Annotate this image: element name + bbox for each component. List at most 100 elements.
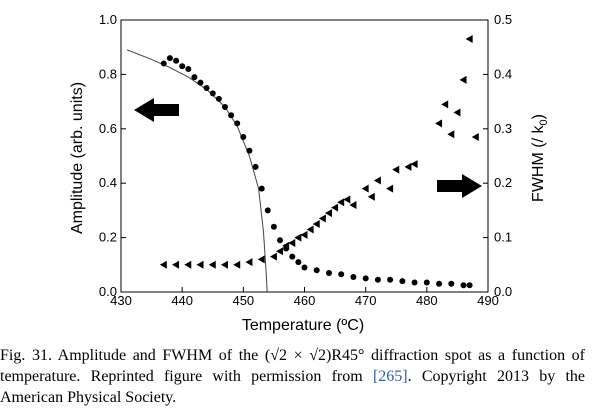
fwhm-point — [435, 119, 443, 128]
figure: 430 440 450 460 470 480 4900.00.20.40.60.81.00… — [69, 12, 550, 334]
amplitude-point — [399, 278, 406, 285]
amplitude-point — [173, 57, 180, 64]
fwhm-point — [386, 184, 394, 193]
fwhm-point — [220, 260, 228, 269]
figure-caption: Fig. 31. Amplitude and FWHM of the (√2 ×… — [0, 345, 585, 408]
fwhm-point — [471, 132, 479, 141]
fit-line — [126, 49, 268, 293]
y-left-tick-label: 0.8 — [99, 66, 117, 81]
amplitude-point — [160, 60, 167, 67]
amplitude-point — [228, 112, 235, 119]
amplitude-point — [326, 270, 332, 276]
y-right-tick-label: 0.5 — [494, 12, 512, 27]
amplitude-point — [215, 95, 222, 102]
fwhm-point — [465, 35, 473, 44]
y-axis-left-label: Amplitude (arb. units) — [69, 82, 86, 234]
y-left-tick-label: 0.2 — [99, 230, 117, 245]
fwhm-point — [318, 214, 326, 223]
amplitude-point — [258, 185, 265, 192]
fwhm-point — [300, 230, 308, 239]
fwhm-point — [269, 252, 277, 261]
fwhm-point — [172, 260, 180, 269]
fwhm-point — [276, 247, 284, 256]
amplitude-point — [240, 134, 247, 140]
amplitude-point — [277, 237, 283, 244]
amplitude-point — [252, 163, 259, 170]
fwhm-point — [337, 198, 345, 207]
amplitude-point — [387, 276, 394, 283]
x-tick-label: 430 — [110, 293, 132, 308]
amplitude-point — [246, 147, 253, 154]
fwhm-point — [453, 108, 461, 117]
fit-curve — [126, 49, 268, 293]
x-tick-label: 480 — [416, 293, 438, 308]
fwhm-point — [196, 260, 204, 269]
y-right-tick-label: 0.0 — [494, 284, 512, 299]
fwhm-point — [184, 260, 192, 269]
amplitude-point — [362, 275, 369, 282]
fwhm-point — [288, 239, 296, 248]
caption-text-end: . Copyright 2013 by the American Physica… — [0, 368, 586, 406]
amplitude-point — [179, 63, 186, 70]
amplitude-point — [423, 279, 430, 286]
amplitude-point — [191, 74, 198, 81]
amplitude-point — [209, 90, 216, 97]
amplitude-point — [197, 79, 204, 86]
fwhm-point — [331, 203, 339, 212]
fwhm-point — [373, 176, 381, 185]
fwhm-point — [282, 241, 290, 250]
amplitude-point — [295, 259, 302, 266]
fwhm-point — [245, 258, 253, 267]
amplitude-series — [160, 55, 473, 289]
fwhm-point — [159, 260, 167, 269]
y-left-tick-label: 0.6 — [99, 121, 117, 136]
amplitude-point — [289, 253, 296, 260]
fwhm-point — [312, 220, 320, 228]
x-tick-label: 490 — [477, 293, 499, 308]
amplitude-point — [338, 271, 345, 278]
amplitude-point — [264, 207, 271, 214]
caption-text: Fig. 31. Amplitude and FWHM of the (√2 ×… — [0, 347, 585, 385]
x-tick-label: 440 — [171, 293, 193, 308]
amplitude-point — [313, 267, 320, 274]
fwhm-point — [392, 165, 400, 174]
y-right-tick-label: 0.1 — [494, 230, 512, 245]
amplitude-point — [185, 66, 192, 72]
x-axis-label: Temperature (ºC) — [242, 317, 364, 334]
amplitude-point — [436, 280, 443, 287]
y-right-tick-label: 0.4 — [494, 66, 512, 81]
amplitude-point — [203, 85, 210, 91]
fwhm-point — [343, 195, 351, 204]
amplitude-point — [466, 282, 473, 289]
amplitude-point — [270, 223, 277, 230]
y-left-tick-label: 1.0 — [99, 12, 117, 27]
amplitude-point — [411, 279, 418, 286]
x-tick-label: 460 — [294, 293, 316, 308]
y-axis-right-label: FWHM (/ k0) — [530, 114, 550, 202]
caption-reference-link[interactable]: [265] — [372, 368, 408, 385]
amplitude-point — [448, 280, 455, 287]
fwhm-point — [349, 200, 357, 209]
amplitude-point — [222, 104, 228, 110]
axis-ticks: 430 440 450 460 470 480 4900.00.20.40.60.81.00… — [99, 12, 512, 308]
amplitude-point — [301, 264, 308, 271]
fwhm-point — [410, 160, 418, 169]
fwhm-point — [257, 255, 265, 264]
fwhm-point — [324, 209, 332, 218]
y-left-tick-label: 0.4 — [99, 175, 117, 190]
fwhm-point — [361, 184, 369, 193]
amplitude-point — [166, 55, 173, 62]
fwhm-point — [459, 75, 467, 84]
fwhm-point — [294, 233, 302, 242]
y-right-tick-label: 0.2 — [494, 175, 512, 190]
fwhm-point — [404, 162, 412, 171]
amplitude-point — [460, 282, 467, 289]
right-arrow — [437, 174, 482, 198]
fwhm-point — [233, 260, 241, 269]
y-right-tick-label: 0.3 — [494, 121, 512, 136]
left-arrow — [134, 98, 179, 122]
fwhm-point — [208, 260, 216, 269]
fwhm-point — [441, 100, 449, 109]
x-tick-label: 470 — [355, 293, 377, 308]
amplitude-point — [350, 274, 357, 280]
